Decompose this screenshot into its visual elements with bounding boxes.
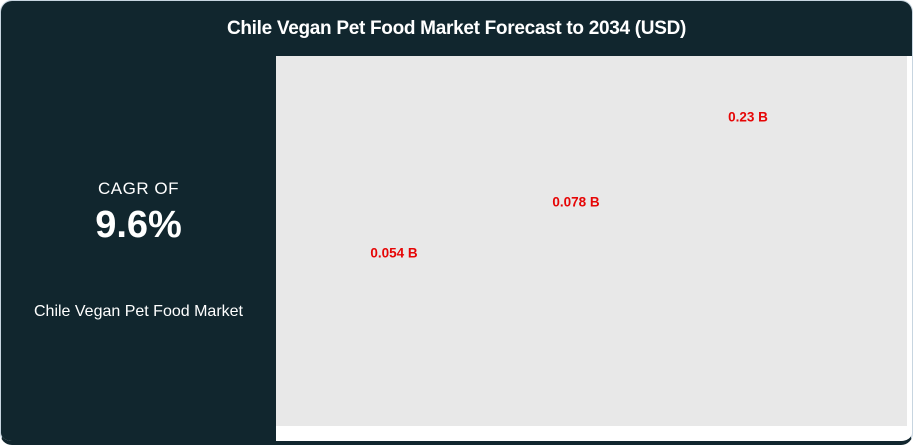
cagr-label: CAGR OF — [98, 179, 179, 198]
plot-area: 0.054 B 0.078 B 0.23 B — [276, 56, 907, 426]
cagr-panel: CAGR OF 9.6% Chile Vegan Pet Food Market — [1, 56, 276, 441]
header-band: Chile Vegan Pet Food Market Forecast to … — [1, 1, 912, 56]
data-label-3: 0.23 B — [728, 109, 768, 125]
data-label-1: 0.054 B — [370, 245, 418, 261]
data-label-2: 0.078 B — [552, 194, 600, 210]
market-name: Chile Vegan Pet Food Market — [33, 303, 243, 320]
cagr-value: 9.6% — [95, 204, 182, 246]
chart-title: Chile Vegan Pet Food Market Forecast to … — [226, 17, 687, 39]
